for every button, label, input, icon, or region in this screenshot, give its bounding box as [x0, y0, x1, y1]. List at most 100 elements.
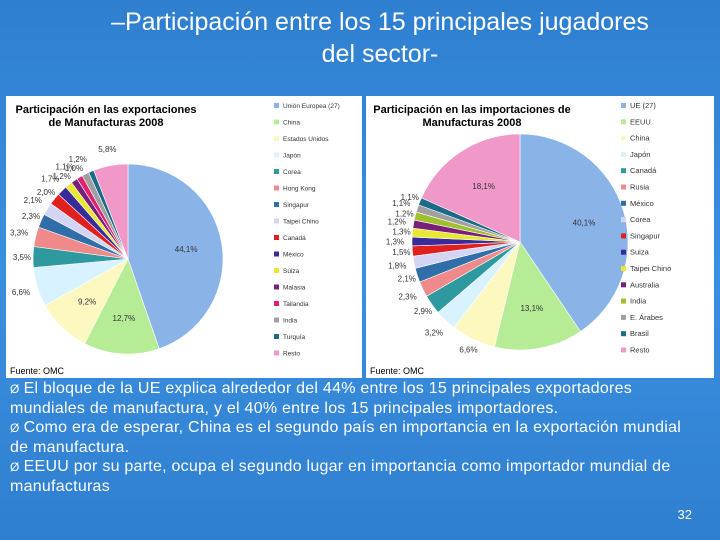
- chart1-data-label-3: 9,2%: [78, 297, 96, 306]
- chart2-legend-swatch-5: [621, 168, 626, 174]
- bullet-text: EEUU por su parte, ocupa el segundo luga…: [10, 458, 671, 495]
- chart1-legend-item-10: México: [283, 252, 304, 259]
- bullet-list: Ø El bloque de la UE explica alrededor de…: [10, 379, 700, 496]
- chart1-legend-swatch-1: [274, 103, 279, 108]
- chart1-data-label-5: 3,5%: [13, 253, 31, 262]
- chart2-legend-swatch-1: [621, 103, 626, 108]
- chart1-data-label-7: 2,3%: [22, 212, 40, 221]
- chart1-legend-item-8: Taipei Chino: [283, 219, 319, 226]
- chart1-legend-swatch-15: [274, 334, 279, 339]
- chart2-data-label-12: 1,2%: [388, 217, 406, 226]
- imports-pie-chart: Participación en las importaciones deMan…: [370, 101, 671, 376]
- chart2-legend-item-7: México: [630, 199, 654, 208]
- chart1-title-line2: de Manufacturas 2008: [49, 117, 164, 129]
- chart2-legend-swatch-7: [621, 200, 626, 206]
- chart2-legend-swatch-12: [621, 282, 626, 288]
- chart1-data-label-16: 5,8%: [98, 145, 116, 154]
- chart2-legend-item-14: E. Árabes: [630, 313, 663, 322]
- chart2-data-label-11: 1,3%: [392, 228, 410, 237]
- chart1-legend-item-13: Tailandia: [283, 301, 309, 308]
- chart1-legend-swatch-7: [274, 202, 279, 207]
- chart2-title-line2: Manufacturas 2008: [422, 117, 521, 129]
- chart2-data-label-6: 2,3%: [398, 293, 416, 302]
- chart2-legend-item-11: Taipei Chino: [630, 264, 671, 273]
- chart2-legend-item-2: EEUU: [630, 117, 651, 126]
- chart1-legend-swatch-5: [274, 169, 279, 174]
- chart1-legend-swatch-6: [274, 185, 279, 191]
- chart1-data-label-13: 1,0%: [65, 164, 83, 173]
- chart2-data-label-10: 1,3%: [386, 237, 404, 246]
- chart2-legend-item-5: Canadá: [630, 166, 657, 175]
- chart1-legend-item-4: Japón: [283, 153, 301, 160]
- chart2-source: Fuente: OMC: [370, 366, 425, 376]
- chart2-slice-16: [421, 133, 521, 243]
- chart2-legend-item-10: Suiza: [630, 248, 650, 257]
- chart2-data-label-15: 1,1%: [401, 193, 419, 202]
- chart1-data-label-4: 6,6%: [12, 288, 30, 297]
- chart2-data-label-2: 13,1%: [520, 304, 543, 313]
- chart2-legend-swatch-15: [621, 331, 626, 337]
- chart2-legend-swatch-6: [621, 184, 626, 190]
- chart2-legend-swatch-14: [621, 314, 626, 320]
- chart1-source: Fuente: OMC: [10, 366, 65, 376]
- chart2-legend-item-9: Singapur: [630, 231, 661, 240]
- chart2-legend-swatch-11: [621, 266, 626, 271]
- page-number: 32: [677, 507, 692, 522]
- chart2-data-label-8: 1,8%: [388, 262, 406, 271]
- chart2-legend-swatch-9: [621, 233, 626, 239]
- chart1-legend-swatch-12: [274, 284, 279, 290]
- chart1-legend-item-11: Suiza: [283, 268, 300, 275]
- chart2-legend-swatch-4: [621, 151, 626, 157]
- chart1-legend-item-15: Turquía: [283, 334, 306, 341]
- chart2-data-label-3: 6,6%: [459, 345, 477, 354]
- chart2-legend-item-1: UE (27): [630, 101, 656, 110]
- chart1-title-line1: Participación en las exportaciones: [16, 104, 197, 116]
- chart1-data-label-10: 1,7%: [41, 174, 59, 183]
- imports-chart-panel: Participación en las importaciones de Man…: [366, 96, 714, 378]
- chart2-data-label-1: 40,1%: [573, 218, 596, 227]
- chart1-legend-item-1: Unión Europea (27): [283, 103, 340, 110]
- chart1-data-label-1: 44,1%: [175, 245, 198, 254]
- chart2-data-label-13: 1,2%: [395, 209, 413, 218]
- chart1-legend-item-6: Hong Kong: [283, 186, 316, 193]
- chart1-legend-swatch-16: [274, 350, 279, 356]
- chart1-legend-swatch-9: [274, 235, 279, 240]
- chart1-data-label-14: 1,2%: [69, 155, 87, 164]
- chart2-data-label-7: 2,1%: [398, 275, 416, 284]
- chart2-legend-item-12: Australia: [630, 280, 660, 289]
- chart2-legend-swatch-16: [621, 347, 626, 353]
- chart2-data-label-9: 1,5%: [392, 248, 410, 257]
- bullet-arrow-icon: Ø: [10, 460, 20, 474]
- slide-title: –Participación entre los 15 principales …: [40, 6, 720, 70]
- chart1-data-label-11: 1,2%: [53, 172, 71, 181]
- bullet-text: El bloque de la UE explica alrededor del…: [10, 380, 633, 417]
- bullet-arrow-icon: Ø: [10, 382, 20, 396]
- chart1-legend-item-9: Canadá: [283, 235, 306, 242]
- slide-title-line2: del sector-: [321, 40, 439, 68]
- chart1-data-label-12: 1,1%: [55, 163, 73, 172]
- chart2-slice-1: [519, 133, 629, 332]
- exports-chart-panel: Participación en las exportaciones de Man…: [6, 96, 362, 378]
- chart2-legend-swatch-3: [621, 135, 626, 141]
- bullet-item: Ø El bloque de la UE explica alrededor de…: [10, 379, 700, 418]
- chart2-legend-item-15: Brasil: [630, 329, 649, 338]
- chart1-slice-1: [127, 163, 224, 350]
- chart2-legend-item-13: India: [630, 297, 647, 306]
- bullet-item: Ø Como era de esperar, China es el segund…: [10, 418, 700, 457]
- chart1-legend-swatch-13: [274, 301, 279, 306]
- chart2-legend-swatch-13: [621, 298, 626, 304]
- chart1-legend-swatch-2: [274, 119, 279, 125]
- chart2-title-line1: Participación en las importaciones de: [373, 104, 570, 116]
- chart1-legend-item-7: Singapur: [283, 202, 310, 209]
- chart1-data-label-6: 3,3%: [10, 229, 28, 238]
- chart1-legend-item-5: Corea: [283, 169, 301, 176]
- chart1-legend-swatch-14: [274, 317, 279, 323]
- chart1-legend-item-16: Resto: [283, 351, 300, 358]
- chart2-data-label-16: 18,1%: [472, 182, 495, 191]
- chart2-legend-item-8: Corea: [630, 215, 651, 224]
- chart2-legend-item-16: Resto: [630, 346, 650, 355]
- chart1-legend-swatch-4: [274, 152, 279, 158]
- chart2-slice-2: [494, 241, 581, 351]
- slide-title-line1: –Participación entre los 15 principales …: [111, 8, 649, 36]
- chart2-legend-item-4: Japón: [630, 150, 650, 159]
